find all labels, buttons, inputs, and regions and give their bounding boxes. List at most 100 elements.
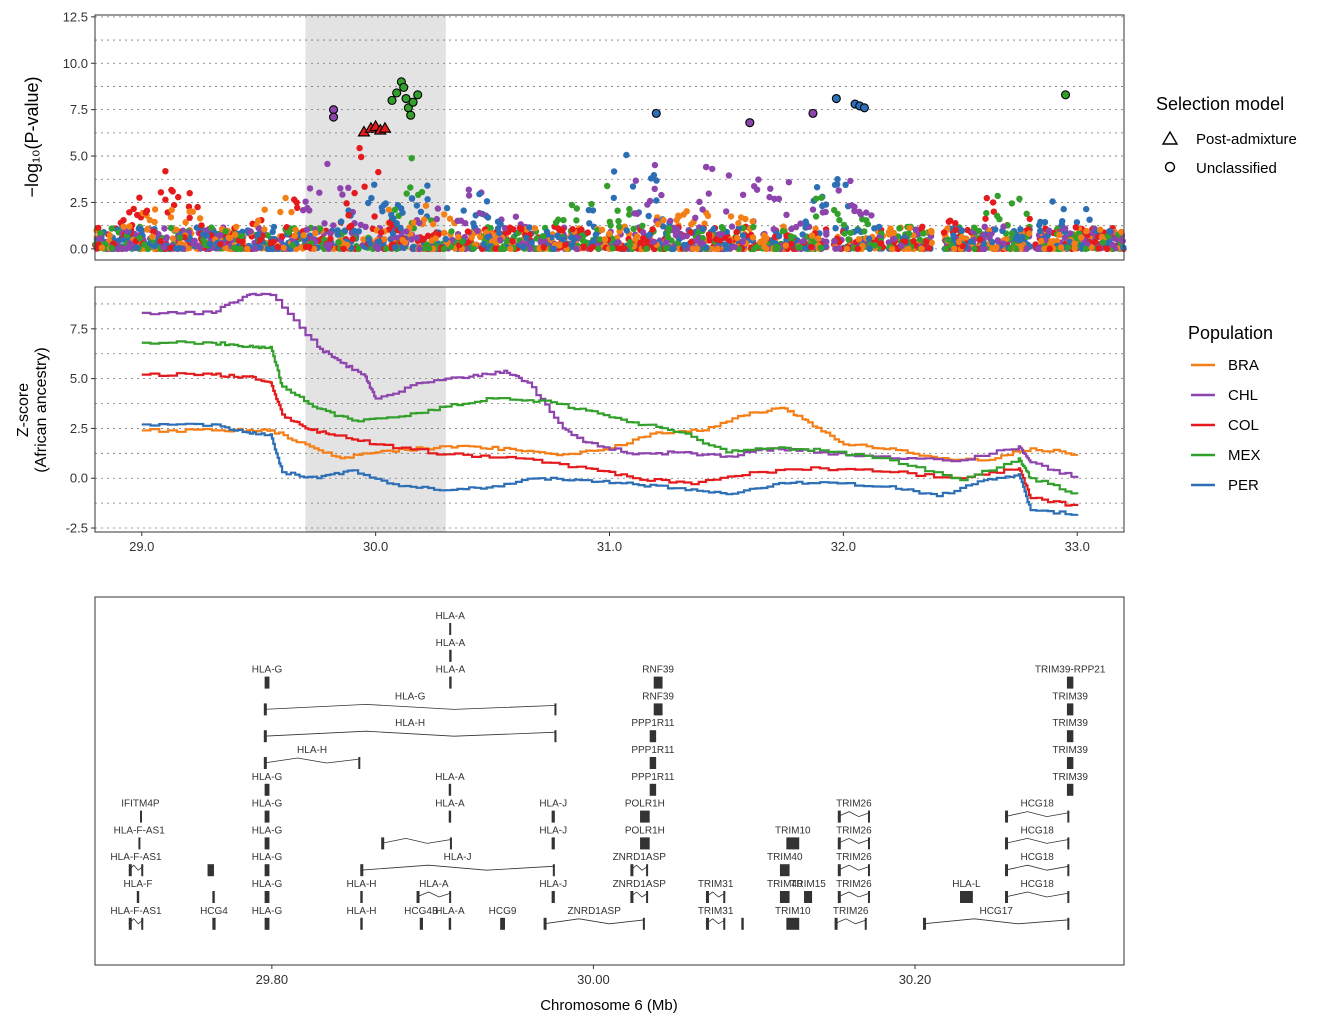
background-point <box>409 243 417 251</box>
background-point <box>614 207 621 214</box>
background-point <box>823 238 830 245</box>
background-point <box>971 224 978 231</box>
gene-track-item: HCG17 <box>922 906 1070 930</box>
background-point <box>841 230 848 237</box>
background-point <box>233 223 240 230</box>
background-point <box>334 231 341 238</box>
gene-exon <box>1067 891 1070 903</box>
background-point <box>952 226 959 234</box>
background-point <box>885 228 893 236</box>
gene-track-item: HLA-G <box>263 691 557 716</box>
gene-label: TRIM26 <box>833 906 869 917</box>
background-point <box>1078 234 1085 241</box>
background-point <box>955 238 963 245</box>
background-point <box>1000 240 1007 247</box>
gene-exon <box>723 917 726 930</box>
background-point <box>851 203 858 211</box>
gene-track-item: HCG9 <box>489 906 517 930</box>
panel-c-border <box>94 596 1125 966</box>
background-point <box>855 236 863 243</box>
background-point <box>1018 233 1026 240</box>
background-point <box>1119 237 1126 245</box>
background-point <box>1061 234 1069 241</box>
gene-label: PPP1R11 <box>631 772 675 783</box>
background-point <box>255 217 262 224</box>
gene-intron <box>705 918 726 925</box>
gene-exon <box>837 864 841 877</box>
background-point <box>264 245 272 253</box>
background-point <box>239 237 246 245</box>
gene-intron <box>837 891 871 898</box>
background-point <box>550 245 558 252</box>
unclassified-point <box>328 112 339 122</box>
triangle-icon <box>1161 130 1179 145</box>
legend-selection-label: Unclassified <box>1196 160 1277 177</box>
background-point <box>464 228 472 235</box>
background-point <box>749 234 757 241</box>
x-tick-label: 30.00 <box>577 972 610 987</box>
background-point <box>981 223 988 230</box>
background-point <box>983 194 990 202</box>
background-point <box>194 242 202 249</box>
background-point <box>615 239 622 246</box>
background-point <box>302 243 310 250</box>
background-point <box>863 209 870 216</box>
background-point <box>1000 223 1007 230</box>
gene-track-item: HLA-F-AS1 <box>110 906 162 930</box>
gene-track-item: TRIM26 <box>836 852 872 877</box>
background-point <box>664 233 672 241</box>
background-point <box>800 237 807 245</box>
background-point <box>277 208 284 216</box>
series-line-mex <box>141 340 1079 495</box>
background-point <box>865 235 873 242</box>
gene-track-item: HLA-G <box>252 906 283 930</box>
background-point <box>891 235 898 243</box>
gene-intron <box>837 837 871 844</box>
background-point <box>1018 243 1025 250</box>
background-point <box>843 245 851 252</box>
gene-exon <box>741 917 744 930</box>
background-point <box>346 224 353 231</box>
background-point <box>643 245 650 252</box>
background-point <box>871 242 878 249</box>
background-point <box>978 245 986 252</box>
background-point <box>1056 231 1063 239</box>
gene-exon <box>264 917 270 930</box>
background-point <box>1098 233 1106 241</box>
gene-exon <box>804 891 813 903</box>
background-point <box>739 191 747 198</box>
gene-exon <box>212 917 216 930</box>
legend-item-mex: MEX <box>1191 447 1261 464</box>
background-point <box>234 245 241 253</box>
background-point <box>434 205 442 212</box>
gene-exon <box>128 917 132 930</box>
background-point <box>569 226 576 233</box>
gene-exon <box>1066 757 1074 769</box>
background-point <box>623 151 630 159</box>
gene-exon <box>630 864 634 877</box>
gene-exon <box>1067 917 1070 930</box>
background-point <box>510 226 517 233</box>
gene-intron <box>263 703 557 710</box>
background-point <box>568 201 576 209</box>
background-point <box>283 224 290 231</box>
gene-label: RNF39 <box>642 691 674 702</box>
background-point <box>144 245 152 252</box>
gene-exon <box>449 837 452 850</box>
background-point <box>247 228 254 235</box>
gene-exon <box>646 891 649 903</box>
gene-label: TRIM26 <box>836 825 872 836</box>
background-point <box>408 195 416 202</box>
gene-exon <box>923 917 927 930</box>
background-point <box>766 193 773 201</box>
gene-label: TRIM31 <box>698 906 734 917</box>
gene-label: HLA-G <box>252 825 283 836</box>
background-point <box>476 190 483 198</box>
background-point <box>742 215 749 223</box>
background-point <box>261 226 268 233</box>
background-point <box>1082 245 1089 253</box>
gene-label: TRIM10 <box>775 906 811 917</box>
background-point <box>291 232 299 239</box>
gene-track-item: ZNRD1ASP <box>543 906 645 930</box>
background-point <box>414 234 421 242</box>
